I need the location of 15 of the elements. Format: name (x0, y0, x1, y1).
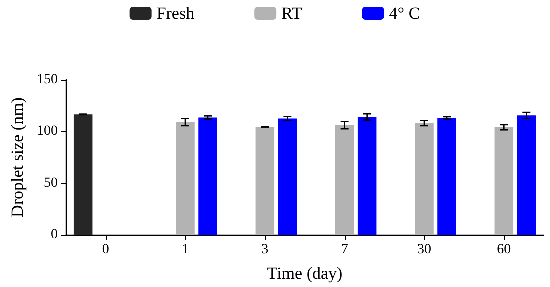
x-tick-label: 1 (182, 242, 189, 258)
x-tick-label: 3 (262, 242, 269, 258)
y-tick-label: 100 (37, 124, 58, 140)
legend-label: RT (282, 4, 303, 23)
x-tick-label: 30 (418, 242, 432, 258)
y-tick-label: 150 (37, 72, 58, 88)
y-tick-label: 0 (51, 228, 58, 242)
x-tick-label: 0 (102, 242, 110, 258)
y-tick-label: 50 (44, 176, 58, 191)
y-axis-title: Droplet size (nm) (8, 98, 28, 218)
x-tick-label: 7 (341, 242, 348, 258)
x-tick-label: 60 (497, 242, 512, 258)
x-axis-title: Time (day) (267, 264, 343, 283)
legend-label: 4° C (389, 4, 420, 23)
legend-label: Fresh (156, 4, 196, 23)
